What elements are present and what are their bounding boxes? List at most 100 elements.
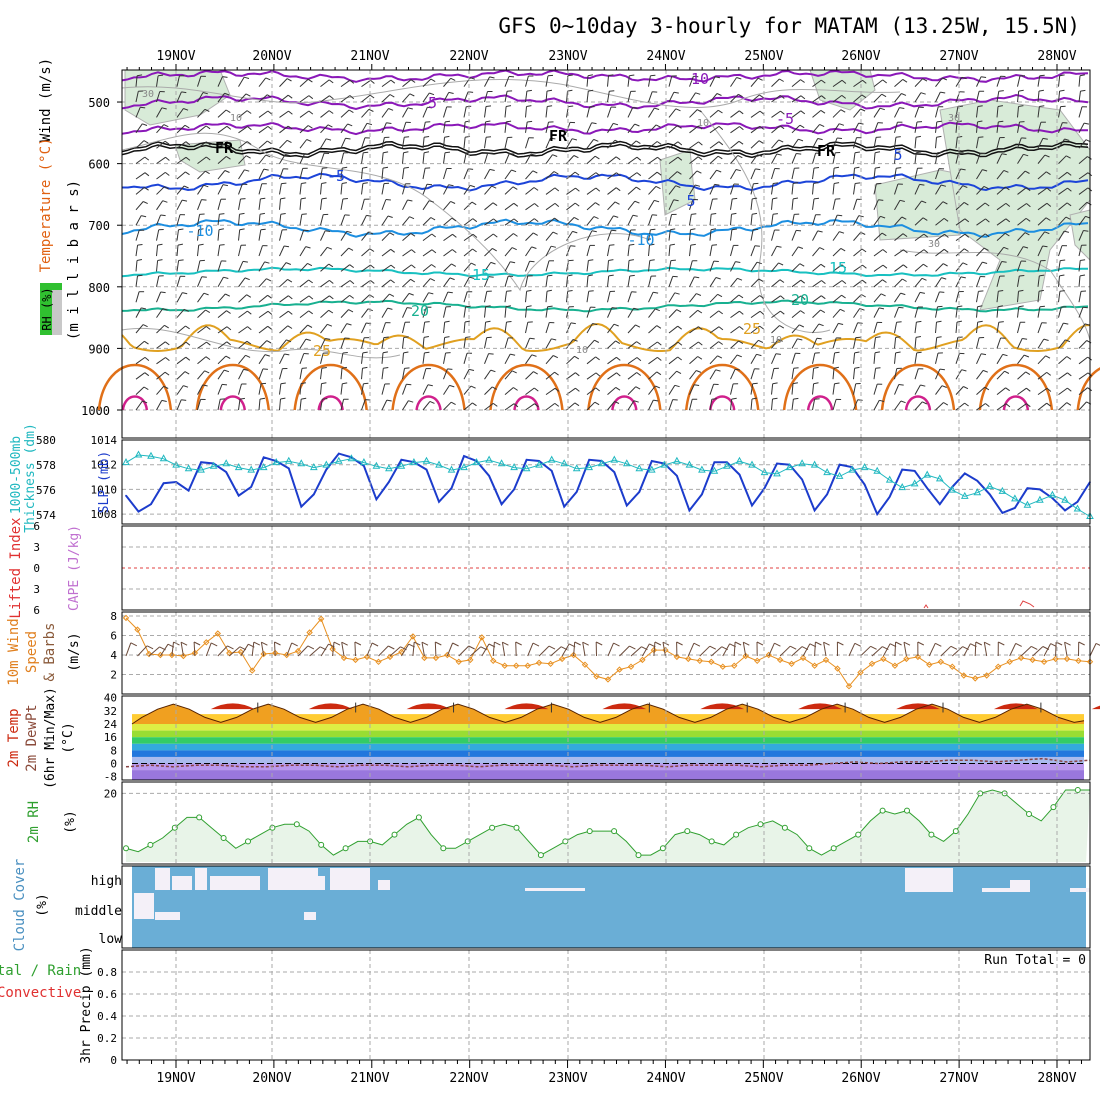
wind-barb-flag (301, 182, 307, 184)
wind-barb (402, 152, 404, 164)
thickness-point (898, 483, 907, 491)
wind10-point (926, 661, 933, 668)
wind-barb-flag (738, 294, 744, 299)
wind-barb (853, 199, 858, 210)
wind-barb (197, 399, 202, 411)
thickness-point (572, 464, 581, 472)
wind10-point (535, 659, 543, 667)
wind-barb (1078, 401, 1087, 411)
wind-barb (238, 169, 245, 180)
wind-barb (607, 187, 617, 195)
wind-barb-flag (963, 386, 969, 390)
wind-barb-flag (201, 199, 207, 201)
wind-barb (689, 229, 691, 241)
wind-barb-flag (977, 120, 983, 123)
wind-barb-flag (205, 170, 210, 175)
wind-barb (463, 402, 473, 411)
wind-barb (504, 218, 515, 226)
wind-barb (299, 324, 308, 334)
wind-barb (935, 291, 940, 303)
temp-peak (993, 703, 1038, 710)
wind-barb (135, 324, 144, 334)
temp-peak (798, 703, 843, 710)
contour-temp-minus5b (121, 121, 1088, 136)
wind-barb (463, 369, 470, 380)
wind-barb (812, 138, 819, 149)
wind-barb (976, 353, 982, 365)
wind-barb (197, 341, 207, 349)
wind-barb-flag (510, 261, 516, 264)
wind-barb (832, 109, 842, 118)
wind-barb (730, 169, 737, 180)
wind-barb (627, 172, 638, 180)
wind-barb-flag (772, 197, 778, 200)
wind-barb (361, 383, 364, 395)
wind-barb-flag (470, 385, 476, 389)
wind-barb (791, 214, 795, 226)
thickness-point (522, 464, 531, 472)
wind-barb (504, 337, 509, 349)
wind-barb (750, 77, 759, 87)
wind-barb (607, 275, 610, 287)
wind-barb-flag (308, 295, 314, 300)
wind-barb-flag (470, 77, 476, 80)
wind-barb (955, 291, 960, 303)
wind10-barb (1055, 641, 1057, 657)
wind-barb (299, 110, 310, 118)
wind-barb (340, 109, 350, 118)
wind-barb (935, 201, 944, 211)
wind-barb-flag (820, 109, 826, 114)
ylabel-wind10-2: Speed (24, 631, 40, 673)
wind-barb-flag (410, 278, 416, 283)
wind-barb-flag (1067, 187, 1072, 192)
wind10-barb (240, 643, 249, 657)
wind-barb (238, 399, 241, 411)
wind-barb-flag (677, 141, 683, 146)
wind-barb-flag (203, 184, 209, 188)
wind-barb-flag (325, 230, 331, 232)
wind-barb-flag (739, 310, 744, 315)
panel-frame-cloud (121, 865, 1091, 949)
wind-barb-flag (472, 248, 477, 253)
wind-barb (976, 121, 978, 133)
wind-barb (443, 152, 446, 164)
wind-barb-flag (735, 169, 741, 172)
wind-barb (135, 372, 146, 380)
wind-barb-flag (875, 166, 881, 169)
wind-barb (320, 95, 330, 103)
wind-barb (955, 152, 960, 164)
wind-barb-flag (321, 382, 327, 385)
wind-barb (361, 294, 370, 303)
wind-barb (709, 169, 717, 180)
wind-barb-flag (1059, 74, 1065, 77)
wind-barb-flag (485, 105, 492, 107)
wind-barb (1037, 245, 1044, 257)
wind-barb-flag (613, 122, 619, 126)
wind-barb (771, 279, 781, 288)
wind-barb-flag (813, 366, 819, 369)
wind-barb (832, 337, 837, 349)
wind-barb-flag (903, 249, 908, 254)
wind-barb (545, 306, 549, 318)
thickness-tick: 578 (36, 459, 56, 472)
slp-point (450, 487, 453, 490)
wind-barb (504, 353, 511, 365)
date-label-bottom: 23NOV (548, 1071, 587, 1086)
wind-barb (258, 261, 266, 272)
wind-barb (320, 124, 329, 134)
wind10-barb (1020, 646, 1032, 657)
wind-barb (976, 370, 984, 380)
wind-barb (566, 187, 576, 195)
dewpoint-line (125, 757, 1091, 768)
wind-barb (1017, 137, 1022, 149)
wind-barb-flag (202, 384, 208, 387)
wind-barb (135, 307, 142, 318)
wind-barb-flag (714, 76, 721, 79)
wind-barb-flag (755, 168, 761, 171)
wind-barb-flag (321, 182, 327, 184)
wind-barb-flag (759, 110, 765, 115)
slp-point (250, 486, 252, 488)
rh-point (635, 852, 642, 859)
thickness-point (735, 456, 744, 464)
wind-barb (402, 337, 405, 349)
